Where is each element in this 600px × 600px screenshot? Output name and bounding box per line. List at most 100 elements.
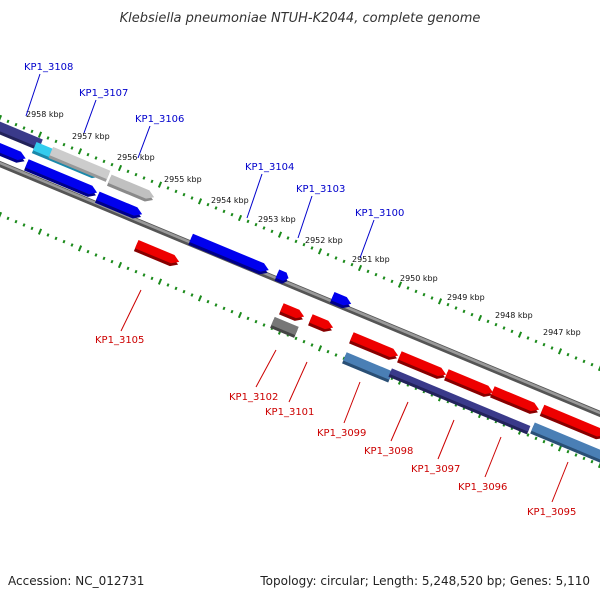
minor-tick — [102, 256, 106, 261]
minor-tick — [550, 443, 554, 447]
major-tick — [77, 148, 83, 155]
reverse-gene-label[interactable]: KP1_3098 — [364, 446, 413, 457]
minor-tick — [110, 162, 114, 167]
minor-tick — [390, 279, 394, 284]
minor-tick — [166, 283, 170, 287]
forward-gene-label[interactable]: KP1_3103 — [296, 184, 345, 195]
feature-red-3 — [308, 314, 334, 332]
minor-tick — [174, 189, 178, 194]
minor-tick — [550, 346, 554, 350]
reverse-gene-label[interactable]: KP1_3097 — [411, 464, 460, 475]
reverse-gene-label[interactable]: KP1_3101 — [265, 407, 314, 418]
scale-label: 2947 kbp — [543, 328, 581, 337]
minor-tick — [86, 249, 90, 254]
forward-gene-label[interactable]: KP1_3107 — [79, 88, 128, 99]
minor-tick — [542, 342, 546, 347]
minor-tick — [102, 159, 106, 164]
scale-label: 2956 kbp — [117, 153, 155, 162]
major-tick — [397, 281, 403, 288]
minor-tick — [446, 302, 450, 307]
minor-tick — [230, 212, 234, 217]
minor-tick — [526, 433, 530, 437]
minor-tick — [310, 246, 314, 250]
scale-label: 2948 kbp — [495, 311, 533, 320]
minor-tick — [14, 122, 18, 127]
feature-red-7 — [490, 386, 540, 414]
reverse-gene-label[interactable]: KP1_3102 — [229, 392, 278, 403]
minor-tick — [134, 172, 138, 177]
minor-tick — [14, 219, 18, 224]
feature-top-gray — [106, 174, 155, 202]
minor-tick — [70, 146, 74, 150]
forward-gene-label[interactable]: KP1_3106 — [135, 114, 184, 125]
minor-tick — [190, 293, 194, 297]
reverse-leader-line — [288, 361, 308, 403]
map-title: Klebsiella pneumoniae NTUH-K2044, comple… — [120, 11, 481, 26]
feature-slate-2 — [388, 368, 531, 435]
major-tick — [37, 228, 43, 235]
reverse-gene-label[interactable]: KP1_3096 — [458, 482, 507, 493]
minor-tick — [486, 319, 490, 324]
minor-tick — [454, 306, 458, 310]
scale-label: 2958 kbp — [26, 110, 64, 119]
reverse-leader-line — [255, 349, 277, 388]
minor-tick — [6, 119, 10, 124]
minor-tick — [54, 139, 58, 144]
minor-tick — [206, 202, 210, 207]
minor-tick — [166, 186, 170, 190]
major-tick — [517, 331, 523, 338]
major-tick — [277, 231, 283, 238]
forward-gene-label[interactable]: KP1_3108 — [24, 62, 73, 73]
minor-tick — [534, 436, 538, 441]
reverse-gene-label[interactable]: KP1_3095 — [527, 507, 576, 518]
forward-leader-line — [297, 195, 313, 239]
minor-tick — [334, 353, 338, 357]
minor-tick — [222, 306, 226, 311]
forward-leader-line — [359, 219, 375, 259]
feature-red-6 — [444, 369, 494, 397]
minor-tick — [142, 273, 146, 277]
minor-tick — [94, 253, 98, 257]
minor-tick — [206, 299, 210, 304]
minor-tick — [494, 322, 498, 327]
reverse-leader-line — [390, 401, 409, 442]
gene-features — [0, 120, 600, 465]
feature-blue-1 — [0, 141, 26, 163]
minor-tick — [254, 319, 258, 324]
feature-top-slate-1 — [0, 120, 43, 151]
reverse-leader-line — [343, 381, 361, 424]
major-tick — [317, 345, 323, 352]
reverse-gene-label[interactable]: KP1_3105 — [95, 335, 144, 346]
minor-tick — [134, 269, 138, 274]
minor-tick — [262, 226, 266, 230]
forward-gene-label[interactable]: KP1_3100 — [355, 208, 404, 219]
minor-tick — [326, 252, 330, 257]
reverse-leader-line — [120, 289, 142, 332]
minor-tick — [294, 336, 298, 341]
major-tick — [37, 131, 43, 138]
minor-tick — [350, 262, 354, 267]
minor-tick — [582, 359, 586, 364]
minor-tick — [262, 323, 266, 327]
minor-tick — [62, 239, 66, 244]
minor-tick — [462, 309, 466, 314]
major-tick — [77, 245, 83, 252]
feature-steelblue-1 — [342, 352, 393, 383]
reverse-gene-label[interactable]: KP1_3099 — [317, 428, 366, 439]
scale-label: 2953 kbp — [258, 215, 296, 224]
minor-tick — [430, 296, 434, 300]
minor-tick — [222, 209, 226, 214]
major-tick — [557, 445, 563, 452]
scale-label: 2949 kbp — [447, 293, 485, 302]
scale-label: 2955 kbp — [164, 175, 202, 184]
minor-tick — [270, 229, 274, 234]
minor-tick — [582, 456, 586, 461]
feature-red-1 — [133, 240, 180, 267]
minor-tick — [574, 453, 578, 457]
minor-tick — [590, 362, 594, 367]
feature-red-2 — [279, 303, 305, 321]
scale-labels: 2958 kbp 2957 kbp 2956 kbp 2955 kbp 2954 kbp… — [26, 110, 581, 337]
feature-red-8 — [539, 404, 600, 440]
forward-gene-label[interactable]: KP1_3104 — [245, 162, 294, 173]
major-tick — [597, 461, 600, 469]
